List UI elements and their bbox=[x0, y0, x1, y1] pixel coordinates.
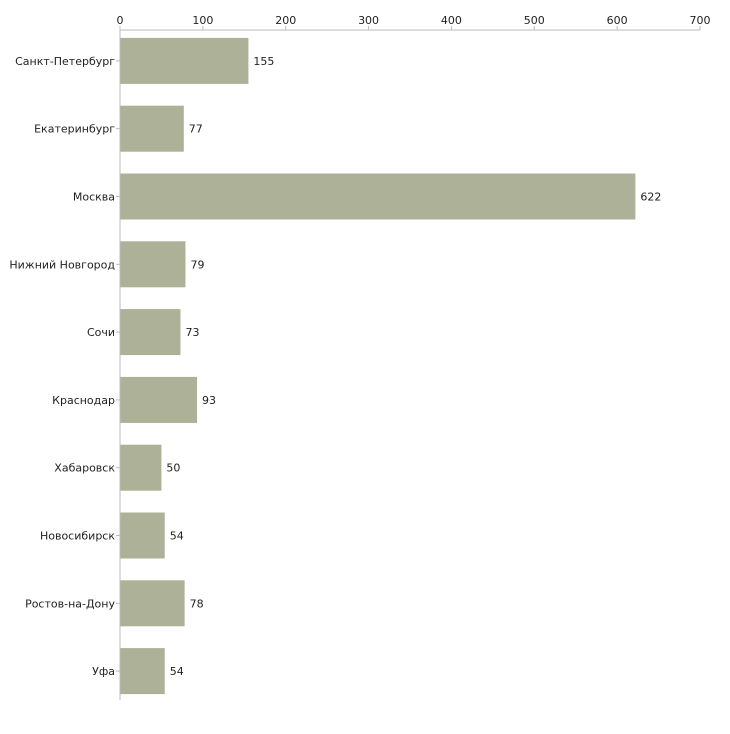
value-label: 622 bbox=[640, 191, 661, 204]
category-label: Уфа bbox=[92, 665, 115, 678]
bar bbox=[120, 105, 184, 152]
bar bbox=[120, 512, 165, 559]
x-tick-label: 0 bbox=[117, 14, 124, 27]
bars bbox=[120, 37, 636, 695]
value-label: 54 bbox=[170, 665, 184, 678]
category-label: Новосибирск bbox=[40, 530, 115, 543]
category-label: Нижний Новгород bbox=[9, 258, 115, 271]
bar bbox=[120, 173, 636, 220]
bar bbox=[120, 648, 165, 695]
value-label: 54 bbox=[170, 530, 184, 543]
category-label: Хабаровск bbox=[54, 462, 115, 475]
value-label: 73 bbox=[185, 326, 199, 339]
category-label: Ростов-на-Дону bbox=[25, 597, 115, 610]
category-label: Екатеринбург bbox=[34, 123, 115, 136]
value-label: 93 bbox=[202, 394, 216, 407]
value-label: 50 bbox=[166, 462, 180, 475]
value-label: 155 bbox=[253, 55, 274, 68]
x-tick-label: 700 bbox=[690, 14, 711, 27]
bar bbox=[120, 241, 186, 288]
y-axis: Санкт-Петербург Екатеринбург Москва Нижний … bbox=[9, 30, 121, 700]
value-label: 78 bbox=[190, 597, 204, 610]
category-label: Краснодар bbox=[52, 394, 115, 407]
x-tick-label: 600 bbox=[607, 14, 628, 27]
value-label: 79 bbox=[190, 258, 204, 271]
x-tick-label: 400 bbox=[441, 14, 462, 27]
x-tick-label: 500 bbox=[524, 14, 545, 27]
bar bbox=[120, 37, 249, 84]
bar bbox=[120, 376, 198, 423]
x-tick-label: 300 bbox=[358, 14, 379, 27]
category-label: Москва bbox=[73, 191, 115, 204]
value-label: 77 bbox=[189, 123, 203, 136]
bar bbox=[120, 309, 181, 356]
bar bbox=[120, 444, 162, 491]
x-axis: 0 100 200 300 400 500 600 700 bbox=[117, 14, 711, 31]
category-label: Санкт-Петербург bbox=[15, 55, 115, 68]
value-labels: 155 77 622 79 73 93 50 54 78 54 bbox=[166, 55, 661, 678]
x-tick-label: 200 bbox=[275, 14, 296, 27]
bar bbox=[120, 580, 185, 627]
category-label: Сочи bbox=[87, 326, 115, 339]
x-tick-label: 100 bbox=[192, 14, 213, 27]
